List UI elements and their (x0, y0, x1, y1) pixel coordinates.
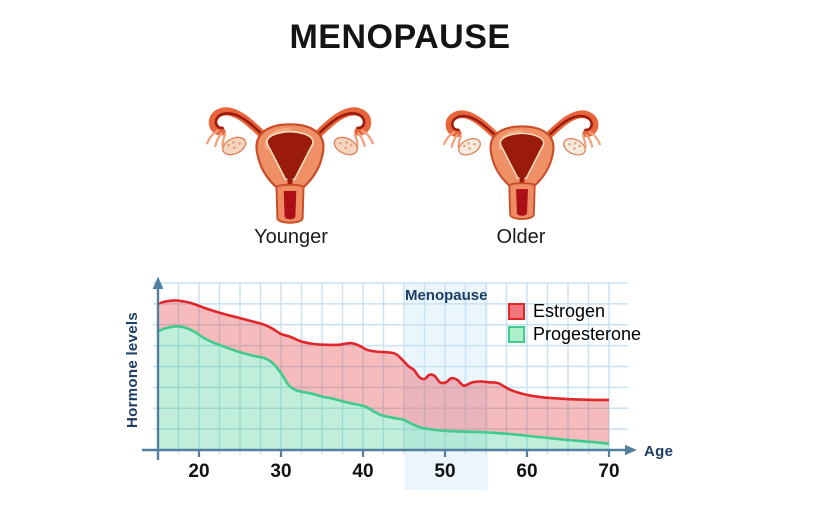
grid (153, 282, 628, 455)
hormone-chart-svg: 20 30 40 50 60 70 Menopause Age Hormone levels (124, 276, 673, 490)
legend-item-estrogen: Estrogen (508, 300, 641, 323)
hormone-chart: 20 30 40 50 60 70 Menopause Age Hormone levels E… (120, 270, 710, 505)
x-tick-label: 60 (516, 461, 537, 482)
progesterone-swatch (508, 326, 525, 343)
legend-label-estrogen: Estrogen (533, 301, 606, 321)
x-axis-arrow (625, 444, 637, 456)
estrogen-area (158, 300, 609, 444)
x-tick-label: 50 (434, 461, 455, 482)
page-title: MENOPAUSE (289, 18, 511, 56)
x-tick-label: 70 (598, 461, 619, 482)
y-axis-title: Hormone levels (124, 312, 141, 428)
estrogen-swatch (508, 303, 525, 320)
uterus-illustration-older (437, 96, 607, 223)
uterus-illustration-younger (200, 92, 380, 227)
older-label: Older (496, 226, 546, 248)
estrogen-line (157, 299, 610, 402)
progesterone-line (157, 325, 610, 445)
legend-label-progesterone: Progesterone (533, 324, 642, 344)
x-tick-label: 30 (270, 461, 291, 482)
chart-legend: Estrogen Progesterone (508, 300, 641, 346)
menopause-annotation: Menopause (405, 287, 488, 304)
y-axis-arrow (152, 276, 164, 289)
x-tick-label: 40 (352, 461, 373, 482)
axes (142, 288, 625, 460)
menopause-band (404, 283, 488, 490)
legend-item-progesterone: Progesterone (508, 323, 641, 346)
x-tick-label: 20 (188, 461, 209, 482)
x-axis-title: Age (644, 443, 673, 460)
progesterone-area (158, 326, 609, 450)
younger-label: Younger (254, 226, 328, 248)
